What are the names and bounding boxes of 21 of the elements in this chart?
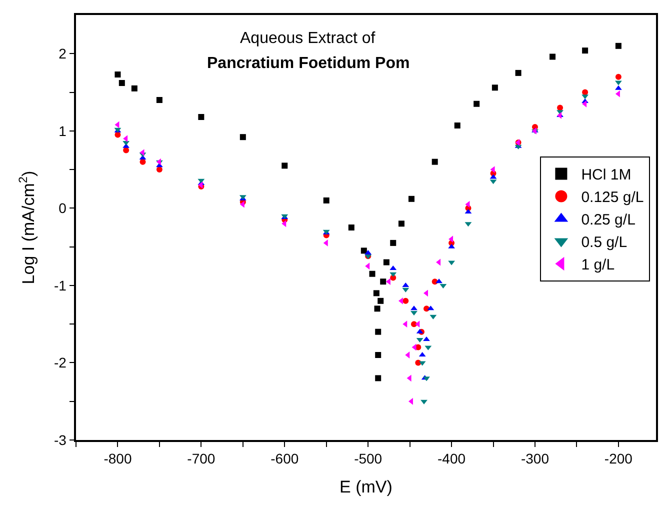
x-tick-label: -300: [520, 450, 550, 467]
text: Aqueous Extract of: [240, 30, 376, 47]
x-axis-title: E (mV): [340, 477, 392, 496]
y-tick-label: 0: [58, 200, 67, 216]
x-tick-label: -400: [438, 450, 466, 467]
y-tick-label: -1: [54, 277, 67, 294]
text: Pancratium Foetidum Pom: [207, 55, 410, 72]
x-tick-label: -200: [604, 450, 633, 467]
y-tick-label: -3: [54, 432, 67, 448]
legend-label: HCl 1M: [581, 166, 632, 184]
legend-label: 0.5 g/L: [581, 234, 628, 252]
x-tick-label: -600: [270, 450, 299, 467]
y-tick-label: -2: [54, 354, 67, 371]
y-tick-label: 1: [58, 122, 67, 139]
x-tick-label: -500: [354, 450, 382, 467]
x-tick-label: -800: [104, 450, 132, 467]
y-tick-label: 2: [58, 46, 67, 62]
legend-label: 0.125 g/L: [581, 189, 644, 206]
legend-label: 1 g/L: [581, 256, 615, 274]
legend-label: 0.25 g/L: [581, 212, 636, 229]
x-tick-label: -700: [187, 450, 216, 467]
